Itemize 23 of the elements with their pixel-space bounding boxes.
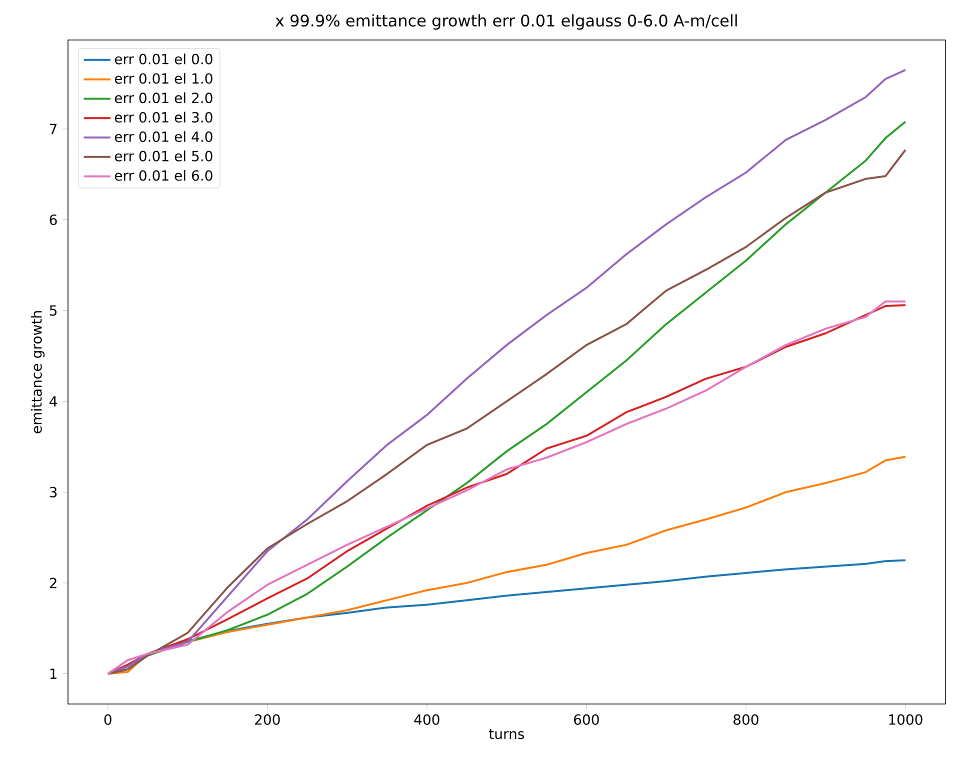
legend-label: err 0.01 el 4.0 xyxy=(114,131,212,142)
y-tick-label: 4 xyxy=(50,396,57,406)
x-tick-label: 600 xyxy=(574,714,599,725)
legend-label: err 0.01 el 5.0 xyxy=(114,150,212,162)
y-tick-label: 2 xyxy=(50,578,56,588)
y-tick-label: 7 xyxy=(50,124,57,134)
x-tick-label: 200 xyxy=(255,714,280,725)
x-tick-label: 400 xyxy=(414,714,440,725)
x-tick-label: 0 xyxy=(104,714,112,725)
legend-label: err 0.01 el 3.0 xyxy=(114,112,212,123)
legend-label: err 0.01 el 2.0 xyxy=(114,92,212,104)
y-tick-label: 5 xyxy=(50,305,57,316)
y-tick-label: 1 xyxy=(50,668,56,679)
legend-label: err 0.01 el 6.0 xyxy=(114,170,212,181)
x-axis-title: turns xyxy=(489,729,524,740)
y-axis-title: emittance growth xyxy=(31,311,45,434)
legend-label: err 0.01 el 0.0 xyxy=(114,54,212,64)
legend-label: err 0.01 el 1.0 xyxy=(114,72,212,84)
x-tick-label: 1000 xyxy=(889,714,922,725)
x-tick-label: 800 xyxy=(734,714,758,725)
y-tick-label: 6 xyxy=(50,214,57,226)
y-tick-label: 3 xyxy=(50,486,57,498)
chart-title: x 99.9% emittance growth err 0.01 elgauss 0-6.0 A-m/cell xyxy=(275,14,737,30)
